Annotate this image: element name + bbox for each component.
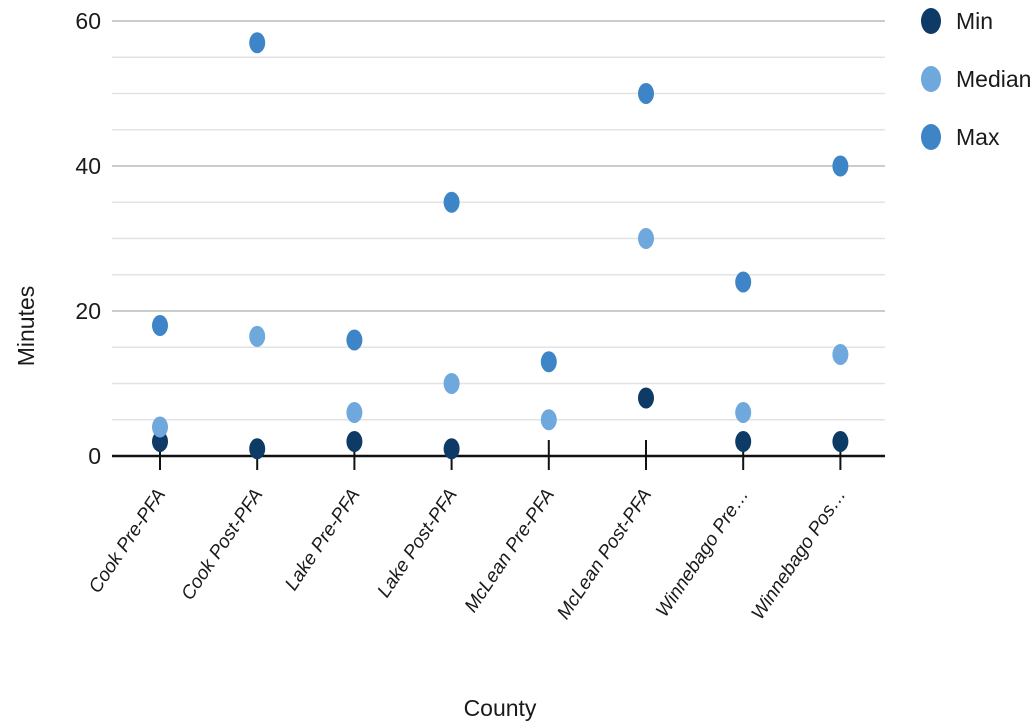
point-min-1 xyxy=(249,438,266,460)
point-median-3 xyxy=(443,373,460,394)
point-median-7 xyxy=(832,344,849,365)
legend-label-min: Min xyxy=(956,8,993,34)
point-min-0 xyxy=(152,431,168,452)
x-tick-label: Winnebago Pre… xyxy=(652,485,753,621)
legend-marker-median xyxy=(921,66,941,92)
point-max-1 xyxy=(249,32,266,54)
legend: Min Median Max xyxy=(921,8,1030,150)
x-axis-title: County xyxy=(464,695,537,721)
point-max-0 xyxy=(152,315,168,336)
point-max-5 xyxy=(638,83,654,104)
x-tick-label: McLean Pre-PFA xyxy=(461,485,559,616)
x-tick-label: Lake Post-PFA xyxy=(374,485,462,602)
y-tick-label: 0 xyxy=(88,443,101,469)
legend-label-max: Max xyxy=(956,124,1000,150)
point-max-3 xyxy=(443,191,460,213)
x-axis: Cook Pre-PFA Cook Post-PFA Lake Pre-PFA Lak… xyxy=(85,440,885,624)
point-median-2 xyxy=(346,402,363,423)
legend-label-median: Median xyxy=(956,66,1030,92)
point-min-7 xyxy=(832,431,849,452)
x-tick-label: Cook Post-PFA xyxy=(178,485,268,604)
point-median-5 xyxy=(638,228,654,249)
point-min-2 xyxy=(346,431,363,452)
data-points xyxy=(152,32,849,460)
point-min-5 xyxy=(638,387,654,409)
point-min-6 xyxy=(735,431,752,452)
point-max-7 xyxy=(832,155,849,177)
point-median-6 xyxy=(735,402,752,423)
y-axis-ticks: 0 20 40 60 xyxy=(75,8,101,469)
point-median-4 xyxy=(540,409,557,431)
y-tick-label: 60 xyxy=(75,8,101,34)
x-tick-label: Cook Pre-PFA xyxy=(85,485,170,597)
point-median-0 xyxy=(152,416,168,438)
point-median-1 xyxy=(249,325,266,347)
gridlines xyxy=(112,20,885,421)
legend-marker-min xyxy=(921,8,941,34)
x-tick-label: Winnebago Pos… xyxy=(748,485,851,624)
y-tick-label: 40 xyxy=(75,153,101,179)
x-tick-label: Lake Pre-PFA xyxy=(281,485,364,595)
point-max-2 xyxy=(346,329,363,351)
y-axis-title: Minutes xyxy=(13,286,39,367)
y-tick-label: 20 xyxy=(75,298,101,324)
point-max-4 xyxy=(540,351,557,373)
point-max-6 xyxy=(735,271,752,293)
x-tick-label: McLean Post-PFA xyxy=(553,485,656,623)
point-min-3 xyxy=(443,438,460,460)
legend-marker-max xyxy=(921,124,941,150)
